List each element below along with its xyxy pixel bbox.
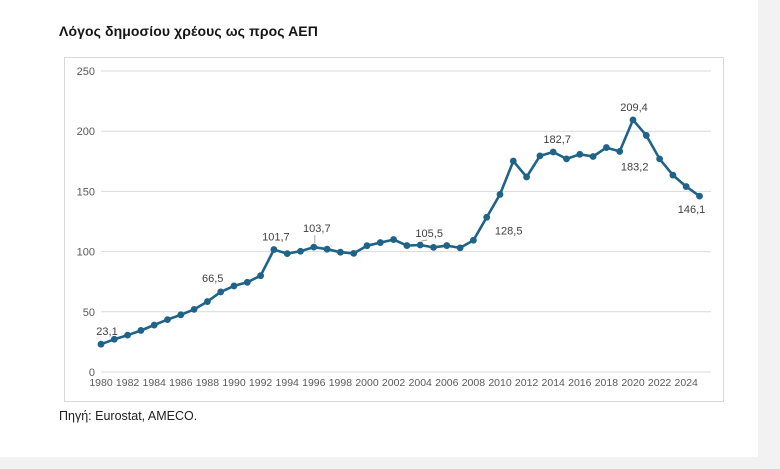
data-point xyxy=(164,316,171,324)
debt-line xyxy=(99,118,701,346)
data-point xyxy=(323,245,331,253)
x-tick-label: 2002 xyxy=(382,377,406,389)
data-point xyxy=(217,288,225,296)
data-point xyxy=(509,157,517,165)
y-tick-label: 0 xyxy=(89,367,95,379)
data-point xyxy=(310,243,318,251)
data-point xyxy=(536,152,544,160)
data-point xyxy=(682,183,690,190)
data-point xyxy=(416,241,424,249)
x-tick-label: 1996 xyxy=(302,377,326,389)
x-axis-ticks: 1980 1982 1984 1986 1988 1990 1992 1994 1996 1998… xyxy=(89,377,698,389)
x-tick-label: 1980 xyxy=(89,377,113,389)
data-point xyxy=(283,250,291,258)
page-edge-bottom xyxy=(0,457,780,469)
y-tick-label: 250 xyxy=(77,66,95,78)
x-tick-label: 1986 xyxy=(169,377,193,389)
data-point xyxy=(390,236,397,243)
page-edge-right xyxy=(758,0,780,469)
x-tick-label: 1994 xyxy=(276,377,300,389)
data-point xyxy=(656,155,663,163)
data-point xyxy=(177,311,185,319)
x-tick-label: 1992 xyxy=(249,377,273,389)
data-point xyxy=(549,148,557,156)
x-tick-label: 2012 xyxy=(515,377,539,389)
label-leader-line xyxy=(421,239,428,242)
data-point xyxy=(110,335,118,343)
data-point xyxy=(350,250,358,257)
x-tick-label: 1998 xyxy=(329,377,353,389)
data-point xyxy=(230,282,238,290)
x-tick-label: 2004 xyxy=(409,377,433,389)
data-point xyxy=(124,331,131,339)
data-point xyxy=(456,244,464,252)
data-point xyxy=(297,247,304,255)
data-label: 103,7 xyxy=(303,223,331,235)
data-point xyxy=(376,239,384,246)
data-point xyxy=(190,305,198,313)
data-points xyxy=(97,116,703,348)
data-point xyxy=(642,132,650,139)
data-point xyxy=(430,243,437,251)
data-point xyxy=(257,272,264,280)
x-tick-label: 1988 xyxy=(196,377,220,389)
data-point xyxy=(270,246,278,253)
data-point xyxy=(243,278,251,286)
chart-title: Λόγος δημοσίου χρέους ως προς ΑΕΠ xyxy=(59,23,318,39)
x-tick-label: 2016 xyxy=(568,377,592,389)
data-point xyxy=(603,144,610,151)
data-label: 183,2 xyxy=(621,161,649,173)
data-point xyxy=(97,340,105,348)
x-tick-label: 1984 xyxy=(143,377,167,389)
data-point xyxy=(523,173,530,181)
y-tick-label: 200 xyxy=(77,126,95,138)
data-label: 146,1 xyxy=(678,204,706,216)
data-point xyxy=(629,116,637,124)
x-tick-label: 2020 xyxy=(621,377,645,389)
gridlines xyxy=(101,70,711,373)
x-tick-label: 2022 xyxy=(648,377,672,389)
data-point xyxy=(443,242,451,249)
x-tick-label: 2010 xyxy=(488,377,512,389)
data-point xyxy=(150,321,158,329)
data-point xyxy=(669,171,677,179)
x-tick-label: 1990 xyxy=(222,377,246,389)
data-point xyxy=(337,248,344,256)
data-point xyxy=(616,148,624,155)
source-note: Πηγή: Eurostat, AMECO. xyxy=(59,409,198,423)
data-label: 128,5 xyxy=(495,225,523,237)
data-point xyxy=(696,192,703,200)
data-labels: 23,1 66,5 101,7 103,7 105,5 128,5 182,7 183,2 20… xyxy=(96,102,705,338)
chart-frame: 0 50 100 150 200 250 1980 1982 1984 1986 1988 1990 1… xyxy=(64,57,724,402)
data-point xyxy=(470,236,477,244)
data-label: 182,7 xyxy=(543,134,571,146)
data-label: 209,4 xyxy=(620,102,648,114)
data-point xyxy=(576,150,584,158)
data-label: 23,1 xyxy=(96,326,117,338)
x-tick-label: 2018 xyxy=(595,377,619,389)
data-point xyxy=(403,242,411,249)
data-label: 101,7 xyxy=(262,232,290,244)
x-tick-label: 2008 xyxy=(462,377,486,389)
data-point xyxy=(204,298,211,305)
data-label: 66,5 xyxy=(202,273,223,285)
y-tick-label: 100 xyxy=(77,247,95,259)
data-point xyxy=(496,191,504,198)
data-point xyxy=(589,153,597,160)
x-tick-label: 2006 xyxy=(435,377,459,389)
y-axis-ticks: 0 50 100 150 200 250 xyxy=(77,66,95,379)
y-tick-label: 50 xyxy=(83,307,95,319)
x-tick-label: 2000 xyxy=(355,377,379,389)
x-tick-label: 2024 xyxy=(675,377,699,389)
data-point xyxy=(563,155,570,163)
data-point xyxy=(483,213,491,221)
data-point xyxy=(137,327,145,334)
y-tick-label: 150 xyxy=(77,186,95,198)
x-tick-label: 2014 xyxy=(542,377,566,389)
x-tick-label: 1982 xyxy=(116,377,140,389)
data-point xyxy=(363,242,371,250)
data-label: 105,5 xyxy=(415,228,443,240)
